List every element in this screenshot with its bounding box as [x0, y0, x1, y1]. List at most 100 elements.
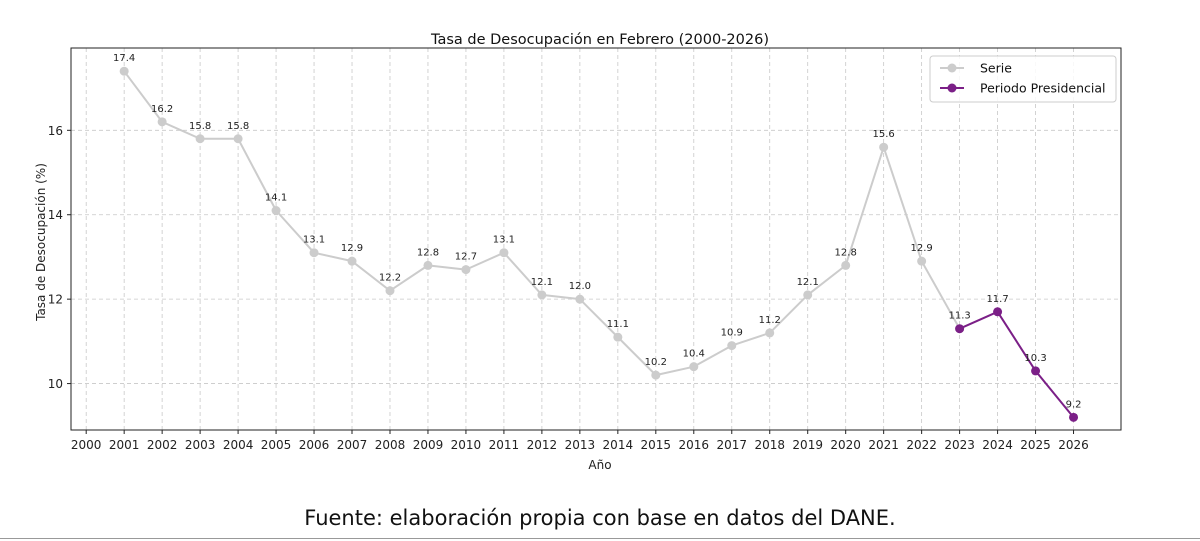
data-point	[499, 248, 509, 258]
y-axis-label: Tasa de Desocupación (%)	[34, 163, 48, 322]
x-tick-label: 2012	[527, 438, 558, 452]
data-label: 13.1	[493, 235, 515, 246]
data-labels: 17.4 16.2 15.8 15.8 14.1 13.1 12.9 12.2 12.8 12.7…	[113, 53, 1081, 410]
grid	[71, 48, 1121, 430]
x-tick-label: 2001	[109, 438, 140, 452]
data-label: 9.2	[1066, 399, 1082, 410]
data-label: 12.0	[569, 281, 591, 292]
x-tick-label: 2026	[1058, 438, 1089, 452]
series-line-1	[959, 310, 1075, 418]
data-point	[803, 290, 813, 300]
data-point	[765, 328, 775, 338]
x-tick-label: 2009	[413, 438, 444, 452]
data-point	[1069, 412, 1079, 422]
x-tick-label: 2011	[489, 438, 520, 452]
legend-marker-periodo	[947, 83, 957, 93]
data-point	[993, 307, 1003, 317]
legend-label-serie: Serie	[980, 61, 1012, 76]
x-tick-label: 2017	[716, 438, 747, 452]
data-label: 15.8	[227, 121, 249, 132]
data-point	[309, 248, 319, 258]
y-tick-label: 10	[48, 377, 63, 391]
data-point	[689, 362, 699, 372]
data-point	[537, 290, 547, 300]
data-point	[271, 206, 281, 216]
line-chart: Tasa de Desocupación en Febrero (2000-20…	[34, 32, 1122, 472]
data-label: 11.2	[759, 315, 781, 326]
x-axis-label: Año	[588, 458, 611, 472]
x-tick-label: 2004	[223, 438, 254, 452]
data-label: 12.9	[341, 243, 363, 254]
data-point	[423, 260, 433, 270]
x-tick-label: 2021	[868, 438, 899, 452]
y-tick-label: 12	[48, 293, 63, 307]
data-label: 12.2	[379, 273, 401, 284]
y-tick-label: 14	[48, 208, 63, 222]
x-tick-label: 2016	[679, 438, 710, 452]
data-label: 11.7	[986, 294, 1008, 305]
x-tick-label: 2015	[641, 438, 672, 452]
data-label: 10.2	[645, 357, 667, 368]
data-point	[461, 265, 471, 275]
data-point	[233, 134, 243, 144]
x-tick-label: 2025	[1020, 438, 1051, 452]
data-point	[1031, 366, 1041, 376]
data-point	[157, 117, 167, 127]
legend-marker-serie	[947, 63, 957, 73]
data-point	[575, 294, 585, 304]
x-tick-label: 2023	[944, 438, 975, 452]
data-label: 11.1	[607, 319, 629, 330]
x-axis: 2000 2001 2002 2003 2004 2005 2006 2007 2008 2009…	[71, 430, 1089, 452]
x-tick-label: 2003	[185, 438, 216, 452]
source-note: Fuente: elaboración propia con base en d…	[304, 506, 896, 530]
data-label: 15.8	[189, 121, 211, 132]
x-tick-label: 2013	[565, 438, 596, 452]
data-label: 12.8	[417, 247, 439, 258]
x-tick-label: 2010	[451, 438, 482, 452]
data-label: 10.3	[1024, 353, 1046, 364]
data-label: 10.4	[683, 349, 705, 360]
data-label: 12.7	[455, 252, 477, 263]
x-tick-label: 2000	[71, 438, 102, 452]
x-tick-label: 2019	[792, 438, 823, 452]
x-tick-label: 2014	[603, 438, 634, 452]
data-point	[347, 256, 357, 266]
x-tick-label: 2022	[906, 438, 937, 452]
data-point	[917, 256, 927, 266]
plot-frame	[70, 47, 1122, 431]
data-point	[613, 332, 623, 342]
data-point	[195, 134, 205, 144]
data-label: 12.8	[835, 247, 857, 258]
x-tick-label: 2005	[261, 438, 292, 452]
data-point	[385, 286, 395, 296]
x-tick-label: 2008	[375, 438, 406, 452]
data-point	[955, 324, 965, 334]
data-point	[727, 341, 737, 351]
legend-label-periodo: Periodo Presidencial	[980, 81, 1105, 96]
data-label: 12.1	[797, 277, 819, 288]
legend: Serie Periodo Presidencial	[929, 55, 1117, 103]
data-label: 12.1	[531, 277, 553, 288]
x-tick-label: 2020	[830, 438, 861, 452]
x-tick-label: 2007	[337, 438, 368, 452]
data-point	[119, 66, 129, 76]
data-label: 14.1	[265, 193, 287, 204]
data-label: 17.4	[113, 53, 135, 64]
x-tick-label: 2024	[982, 438, 1013, 452]
data-label: 11.3	[948, 311, 970, 322]
bottom-rule	[0, 538, 1200, 539]
data-label: 15.6	[873, 129, 895, 140]
data-label: 13.1	[303, 235, 325, 246]
chart-title: Tasa de Desocupación en Febrero (2000-20…	[430, 32, 769, 48]
x-tick-label: 2006	[299, 438, 330, 452]
data-label: 10.9	[721, 328, 743, 339]
y-axis: 10 12 14 16	[48, 124, 71, 391]
data-label: 16.2	[151, 104, 173, 115]
legend-box	[929, 55, 1117, 103]
data-point	[841, 260, 851, 270]
series-layer	[119, 66, 1079, 422]
data-point	[879, 142, 889, 152]
x-tick-label: 2002	[147, 438, 178, 452]
x-tick-label: 2018	[754, 438, 785, 452]
data-label: 12.9	[911, 243, 933, 254]
